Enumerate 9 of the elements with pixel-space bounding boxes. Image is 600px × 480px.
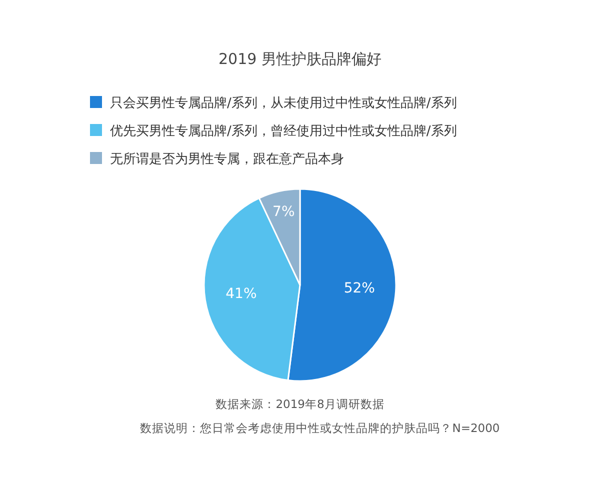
legend-label: 只会买男性专属品牌/系列，从未使用过中性或女性品牌/系列 [110, 96, 457, 111]
data-label: 52% [344, 280, 375, 297]
chart-title: 2019 男性护肤品牌偏好 [218, 50, 382, 68]
data-label: 41% [226, 286, 257, 302]
text: 数据说明：您日常会考虑使用中性或女性品牌的护肤品吗？N=2000 [140, 421, 500, 435]
legend-label: 无所谓是否为男性专属，跟在意产品本身 [110, 152, 344, 167]
source-note: 数据来源：2019年8月调研数据 [216, 397, 384, 411]
data-label: 7% [272, 204, 295, 220]
legend-label: 优先买男性专属品牌/系列，曾经使用过中性或女性品牌/系列 [110, 124, 457, 139]
